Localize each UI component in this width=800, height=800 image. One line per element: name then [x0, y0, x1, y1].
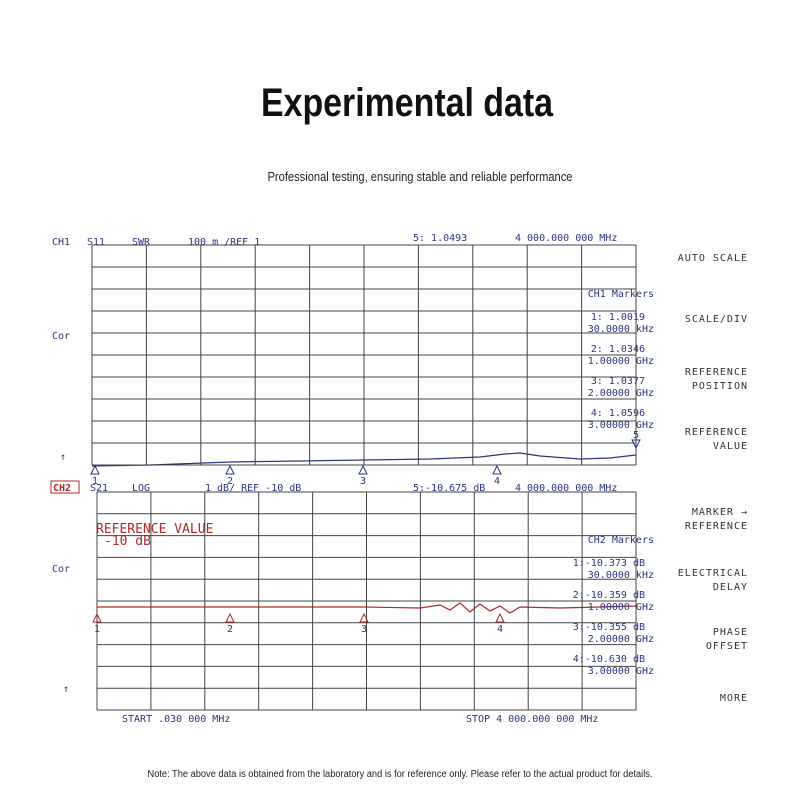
menu-label: REFERENCE [685, 521, 748, 532]
marker-number: 2 [227, 624, 233, 635]
channel-label: CH1 [52, 237, 70, 248]
scale: 1 dB/ REF -10 dB [205, 483, 301, 494]
marker-frequency: 3.00000 GHz [588, 666, 654, 677]
trace [91, 452, 637, 467]
marker-frequency: 1.00000 GHz [588, 356, 654, 367]
stop: STOP 4 000.000 000 MHz [466, 714, 598, 725]
menu-label: AUTO SCALE [678, 253, 748, 264]
marker-frequency: 30.0000 kHz [588, 570, 654, 581]
marker-triangle [492, 464, 502, 475]
side-label: Cor [52, 564, 70, 575]
menu-label: REFERENCE [685, 427, 748, 438]
trace [97, 602, 637, 614]
marker-frequency: 2.00000 GHz [588, 634, 654, 645]
marker-triangle [225, 612, 235, 623]
frequency: 4 000.000 000 MHz [515, 483, 617, 494]
menu-label: ELECTRICAL [678, 568, 748, 579]
start: START .030 000 MHz [122, 714, 230, 725]
arrow: ↑ [60, 452, 66, 463]
marker-frequency: 3.00000 GHz [588, 420, 654, 431]
marker-frequency: 2.00000 GHz [588, 388, 654, 399]
marker-value: 4:-10.630 dB [573, 654, 645, 665]
marker-number: 2 [227, 476, 233, 487]
marker-value: 1: 1.0019 [591, 312, 645, 323]
marker-number: 5 [633, 430, 639, 441]
menu-label: DELAY [713, 582, 748, 593]
menu-label: OFFSET [706, 641, 748, 652]
format: SWR [132, 237, 151, 248]
marker-value: 3: 1.0377 [591, 376, 645, 387]
marker-value: 1:-10.373 dB [573, 558, 645, 569]
marker-triangle [358, 464, 368, 475]
measurement: S21 [90, 483, 108, 494]
measurement: S11 [87, 237, 105, 248]
active-marker: 5:-10.675 dB [413, 483, 485, 494]
annotation: -10 dB [104, 534, 151, 549]
marker-number: 4 [497, 624, 503, 635]
marker-value: 3:-10.355 dB [573, 622, 645, 633]
marker-triangle [225, 464, 235, 475]
subtitle: Professional testing, ensuring stable an… [268, 169, 573, 184]
marker-value: 4: 1.0596 [591, 408, 645, 419]
marker-triangle [495, 612, 505, 623]
frequency: 4 000.000 000 MHz [515, 233, 617, 244]
marker-number: 1 [92, 476, 98, 487]
channel-box [50, 480, 80, 494]
marker-frequency: 30.0000 kHz [588, 324, 654, 335]
marker-triangle [90, 464, 100, 475]
marker-frequency: 1.00000 GHz [588, 602, 654, 613]
marker-value: 2: 1.0346 [591, 344, 645, 355]
menu-label: MARKER → [692, 507, 748, 518]
menu-label: VALUE [713, 441, 748, 452]
menu-label: PHASE [713, 627, 748, 638]
side-label: Cor [52, 331, 70, 342]
active-marker: 5: 1.0493 [413, 233, 467, 244]
marker-triangle [359, 612, 369, 623]
menu-label: REFERENCE [685, 367, 748, 378]
scale: 100 m /REF 1 [188, 237, 260, 248]
title: Experimental data [261, 81, 554, 125]
channel-label: CH2 [53, 483, 71, 494]
marker-triangle [92, 612, 102, 623]
marker-heading: CH1 Markers [588, 289, 654, 300]
menu-label: SCALE/DIV [685, 314, 748, 325]
menu-label: POSITION [692, 381, 748, 392]
marker-value: 2:-10.359 dB [573, 590, 645, 601]
marker-number: 4 [494, 476, 500, 487]
marker-heading: CH2 Markers [588, 535, 654, 546]
format: LOG [132, 483, 150, 494]
marker-number: 3 [361, 624, 367, 635]
marker-triangle [631, 439, 641, 450]
menu-label: MORE [720, 693, 748, 704]
arrow: ↑ [63, 684, 69, 695]
marker-number: 1 [94, 624, 100, 635]
annotation: REFERENCE VALUE [96, 522, 213, 537]
marker-number: 3 [360, 476, 366, 487]
note: Note: The above data is obtained from th… [148, 769, 653, 780]
